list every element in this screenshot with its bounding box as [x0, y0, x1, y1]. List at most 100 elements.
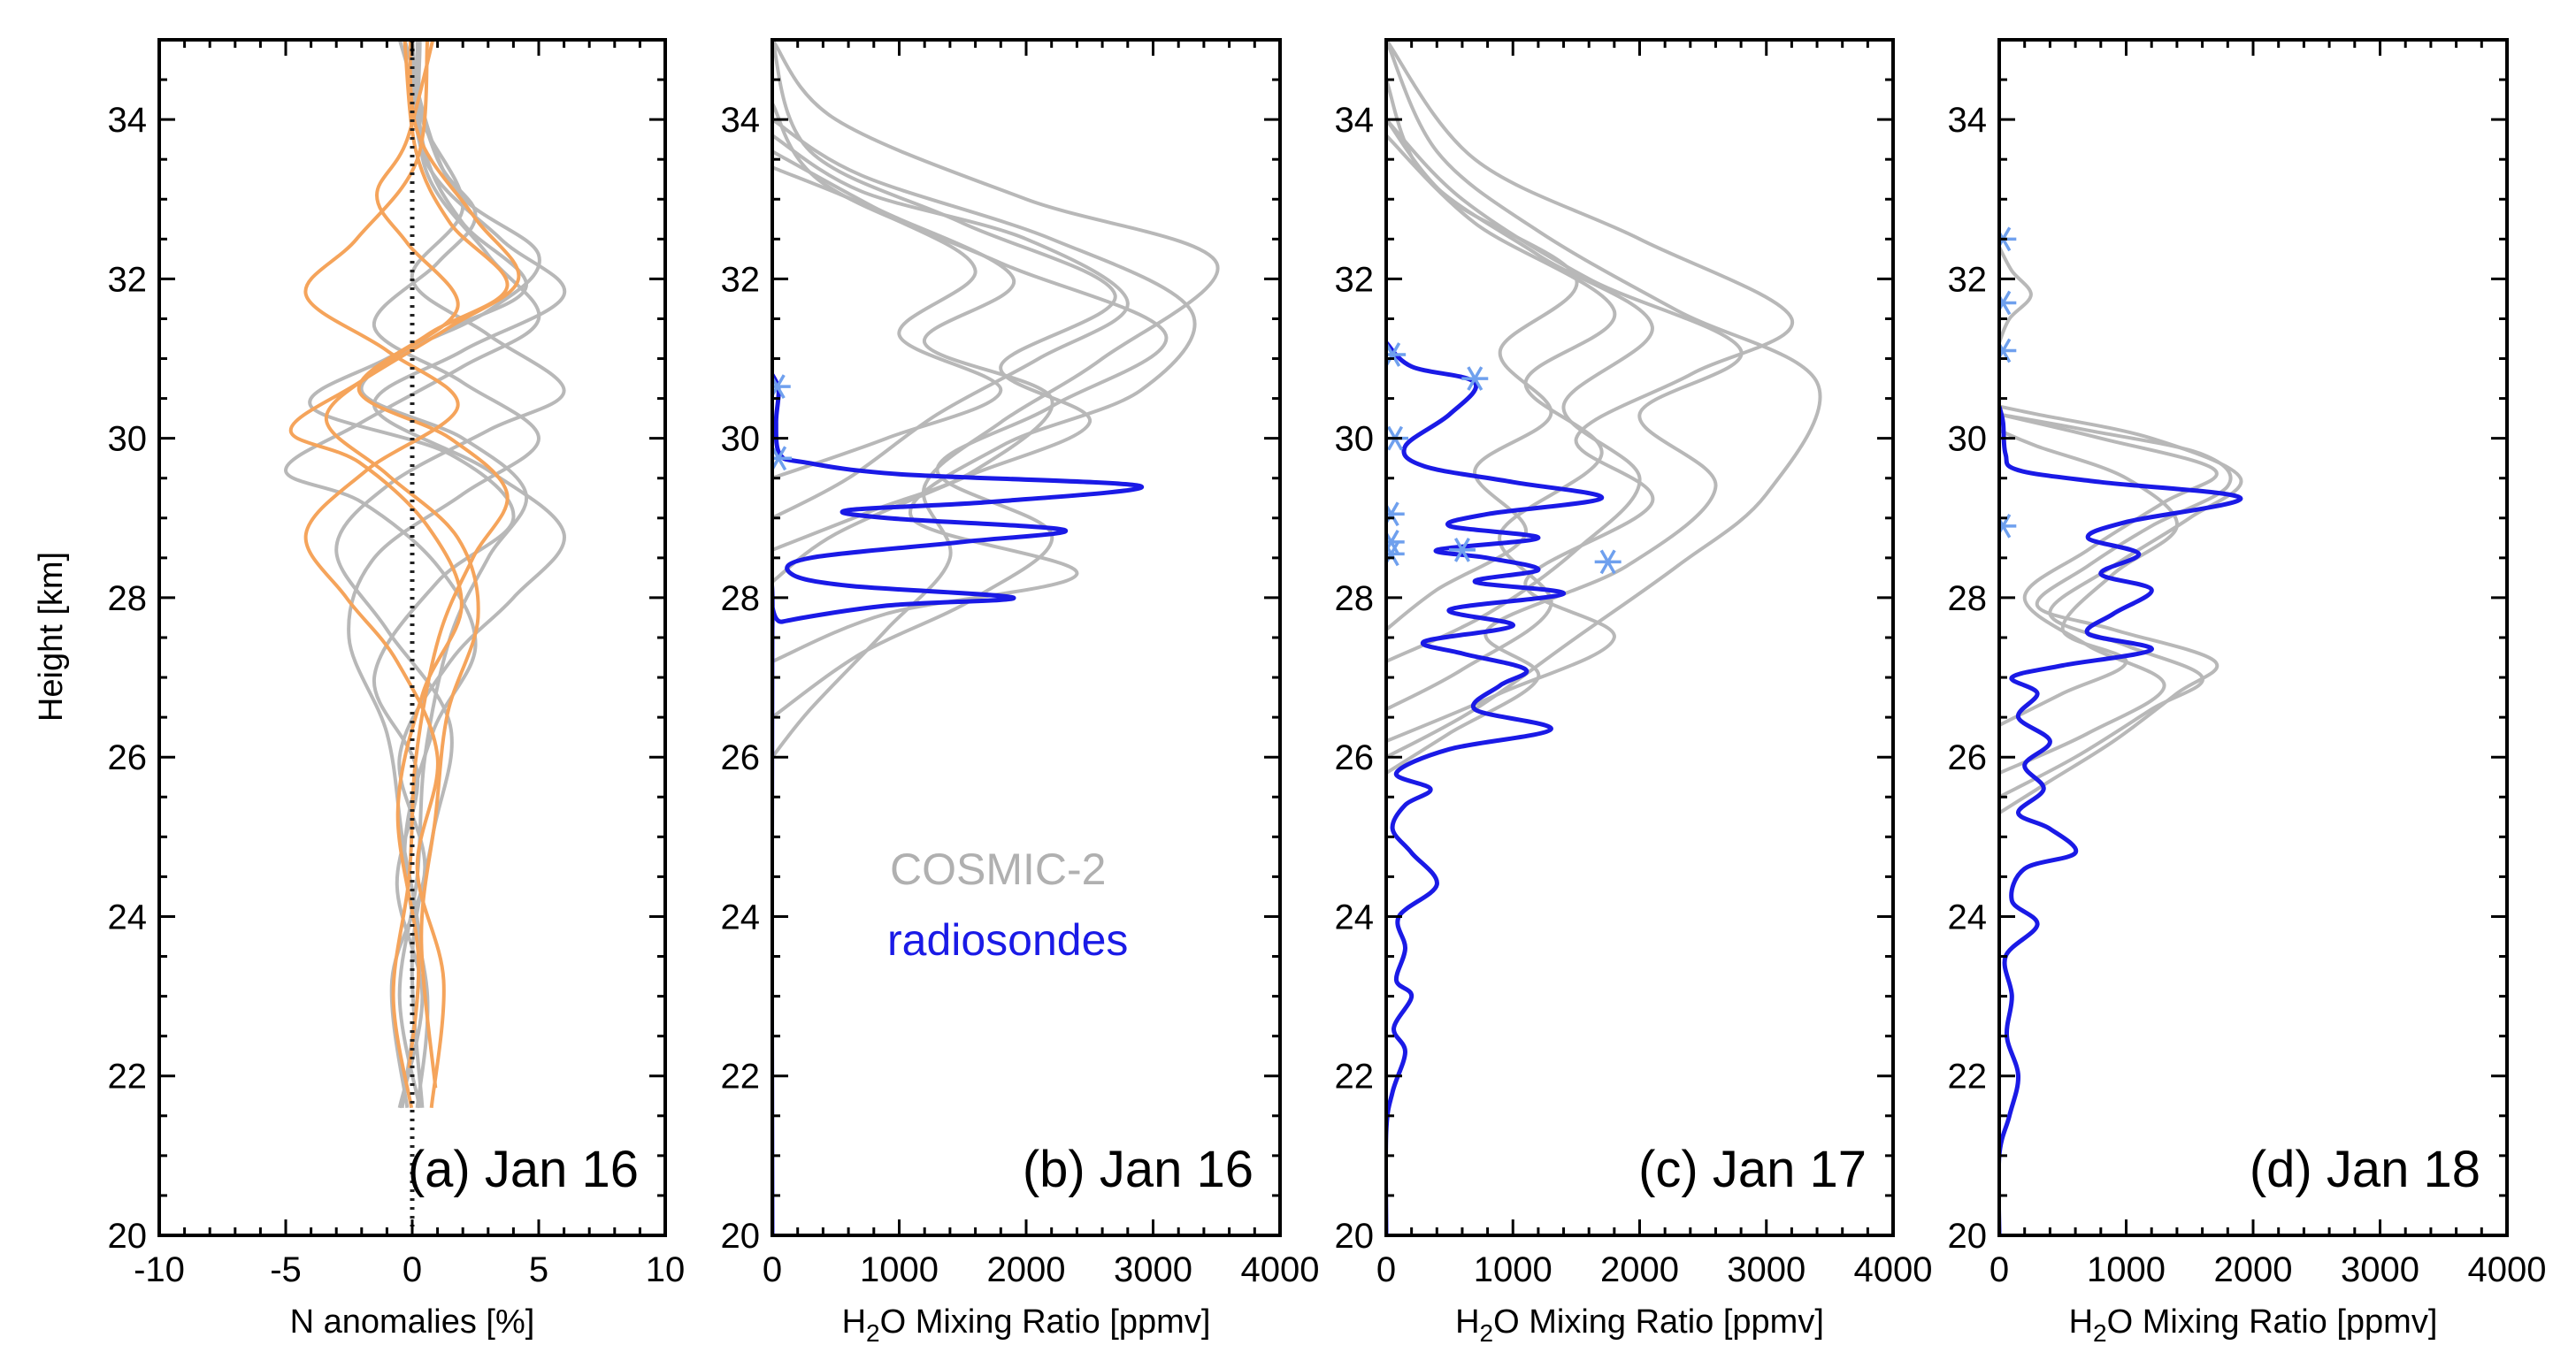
cosmic-profile-line — [772, 40, 1220, 759]
cosmic-profile-line — [772, 40, 1117, 584]
cosmic-profile-line — [1386, 118, 1744, 775]
x-axis-title: H2O Mixing Ratio [ppmv] — [842, 1303, 1211, 1347]
y-tick-label: 20 — [108, 1217, 148, 1256]
panel-data-layer — [1386, 40, 1822, 1235]
x-tick-label: 0 — [402, 1250, 422, 1289]
saturation-marker-stroke — [1999, 513, 2012, 536]
cosmic-profile-line — [1386, 118, 1579, 631]
y-tick-label: 34 — [721, 101, 761, 140]
saturation-marker — [1999, 513, 2017, 539]
x-tick-label: 0 — [1376, 1250, 1396, 1289]
y-tick-label: 28 — [721, 579, 761, 618]
y-tick-label: 26 — [1948, 738, 1988, 777]
plot-frame — [770, 38, 1282, 1237]
saturation-marker — [1448, 537, 1476, 562]
y-tick-label: 30 — [1335, 420, 1375, 459]
y-tick-label: 22 — [721, 1058, 761, 1097]
saturation-marker-stroke — [1386, 342, 1401, 367]
saturation-marker-stroke — [1999, 338, 2012, 361]
y-tick-label: 30 — [1948, 420, 1988, 459]
panel-b: 20 22 24 26 28 30 32 34 0 1000 2000 3000 4000 H2O Mix… — [721, 38, 1320, 1347]
y-tick-label: 28 — [1335, 579, 1375, 618]
saturation-marker — [1386, 529, 1405, 554]
radiosonde-profile-line — [1999, 405, 2243, 1235]
x-tick-label: 3000 — [1727, 1250, 1806, 1289]
cosmic-profile-line — [334, 40, 566, 1108]
panel-c: 20 22 24 26 28 30 32 34 0 1000 2000 3000 4000 H2O Mix… — [1335, 38, 1933, 1347]
panel-a: 20 22 24 26 28 30 32 34 -10 -5 0 5 10 N anomalies [%]… — [108, 38, 686, 1341]
anomaly-profile-line — [356, 40, 510, 1109]
x-tick-label: 5 — [529, 1250, 548, 1289]
x-tick-label: 0 — [763, 1250, 782, 1289]
y-tick-label: 22 — [1335, 1058, 1375, 1097]
y-tick-label: 32 — [721, 260, 761, 299]
y-tick-label: 34 — [108, 101, 148, 140]
y-tick-label: 30 — [721, 420, 761, 459]
y-tick-label: 32 — [1335, 260, 1375, 299]
x-axis-title: H2O Mixing Ratio [ppmv] — [1455, 1303, 1824, 1347]
saturation-marker — [1386, 501, 1405, 527]
saturation-marker-stroke — [1599, 549, 1616, 575]
y-tick-label: 28 — [1948, 579, 1988, 618]
saturation-marker — [1386, 541, 1405, 567]
y-tick-label: 30 — [108, 420, 148, 459]
saturation-marker-stroke — [1467, 366, 1484, 391]
plot-frame — [1384, 38, 1895, 1237]
x-axis-title: N anomalies [%] — [290, 1303, 535, 1341]
y-axis-title: Height [km] — [33, 552, 70, 722]
cosmic-profile-line — [772, 165, 1003, 480]
panel-label: (d) Jan 18 — [2250, 1141, 2480, 1198]
x-tick-label: 4000 — [2468, 1250, 2547, 1289]
saturation-marker — [1999, 290, 2017, 316]
y-tick-label: 32 — [1948, 260, 1988, 299]
saturation-marker — [1386, 342, 1407, 367]
x-axis-title: H2O Mixing Ratio [ppmv] — [2069, 1303, 2438, 1347]
y-tick-label: 26 — [1335, 738, 1375, 777]
cosmic-profile-line — [284, 40, 541, 1108]
y-tick-label: 32 — [108, 260, 148, 299]
x-tick-label: 1000 — [860, 1250, 939, 1289]
panel-d: 20 22 24 26 28 30 32 34 0 1000 2000 3000 4000 H2O Mix… — [1948, 38, 2547, 1347]
y-tick-label: 26 — [721, 738, 761, 777]
cosmic-profile-line — [1999, 428, 2179, 727]
cosmic-profile-line — [1386, 40, 1822, 759]
y-tick-label: 24 — [721, 898, 761, 936]
anomaly-profile-line — [288, 40, 521, 1068]
x-tick-label: 10 — [646, 1250, 686, 1289]
x-tick-label: 3000 — [2341, 1250, 2419, 1289]
cosmic-profile-line — [1999, 404, 2243, 799]
anomaly-profile-line — [324, 40, 480, 1089]
cosmic-profile-line — [772, 134, 1130, 520]
cosmic-profile-line — [308, 40, 541, 1109]
x-tick-label: -5 — [270, 1250, 302, 1289]
x-tick-label: 4000 — [1854, 1250, 1933, 1289]
radiosonde-profile-line — [1386, 340, 1605, 1235]
saturation-marker — [1594, 549, 1622, 575]
cosmic-profile-line — [772, 149, 1054, 552]
x-tick-label: -10 — [134, 1250, 185, 1289]
cosmic-profile-line — [772, 118, 1197, 663]
x-tick-label: 4000 — [1241, 1250, 1320, 1289]
x-tick-label: 2000 — [2214, 1250, 2293, 1289]
x-tick-label: 1000 — [1474, 1250, 1552, 1289]
panel-label: (b) Jan 16 — [1023, 1141, 1254, 1198]
y-tick-label: 20 — [1335, 1217, 1375, 1256]
legend-radiosondes-label: radiosondes — [887, 915, 1128, 965]
x-tick-label: 2000 — [1600, 1250, 1679, 1289]
legend-cosmic-label: COSMIC-2 — [890, 844, 1106, 894]
y-tick-label: 28 — [108, 579, 148, 618]
x-tick-label: 2000 — [987, 1250, 1066, 1289]
y-tick-label: 24 — [1948, 898, 1988, 936]
y-tick-label: 20 — [721, 1217, 761, 1256]
y-tick-label: 24 — [1335, 898, 1375, 936]
y-tick-label: 34 — [1335, 101, 1375, 140]
panel-data-layer — [1999, 226, 2243, 1235]
x-tick-label: 0 — [1990, 1250, 2009, 1289]
saturation-marker — [772, 446, 793, 471]
saturation-marker-stroke — [1453, 537, 1470, 562]
y-tick-label: 26 — [108, 738, 148, 777]
panel-label: (c) Jan 17 — [1638, 1141, 1867, 1198]
panel-data-layer — [284, 40, 567, 1109]
y-tick-label: 20 — [1948, 1217, 1988, 1256]
